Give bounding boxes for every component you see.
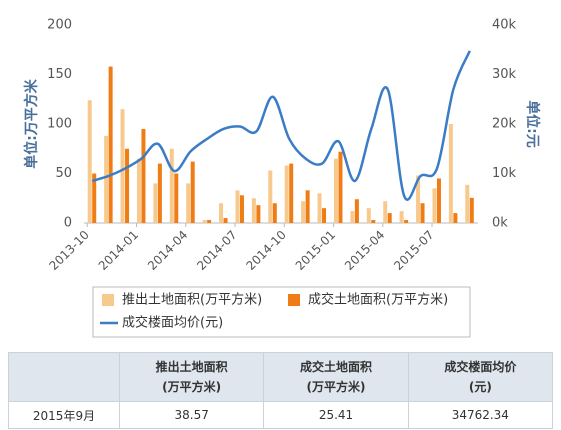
bar: [256, 205, 261, 223]
bar: [416, 175, 421, 223]
x-tick-label: 2014-01: [96, 228, 141, 273]
bar: [333, 158, 338, 223]
x-tick-label: 2014-07: [194, 228, 239, 273]
bar: [469, 197, 474, 223]
bar: [120, 109, 125, 223]
y2-tick-label: 30k: [492, 67, 517, 82]
cell: 2015年9月: [8, 401, 120, 429]
bar: [301, 201, 306, 223]
bar: [399, 211, 404, 223]
bar: [284, 165, 289, 223]
legend-swatch: [102, 294, 114, 306]
y2-tick-label: 10k: [492, 166, 517, 181]
header-cell: 成交楼面均价 (元): [407, 352, 554, 402]
bar: [92, 173, 97, 223]
y2-tick-label: 20k: [492, 117, 517, 132]
data-table: 推出土地面积 (万平方米) 成交土地面积 (万平方米) 成交楼面均价 (元) 2015年9月…: [8, 352, 554, 429]
bar: [87, 100, 92, 223]
bar: [354, 199, 359, 223]
header-cell: [8, 352, 120, 402]
line: [91, 50, 471, 201]
bar: [108, 66, 113, 223]
x-tick-label: 2013-10: [47, 228, 92, 273]
bar: [157, 163, 162, 223]
legend-label: 成交土地面积(万平方米): [308, 292, 448, 308]
bar: [223, 218, 228, 223]
bar: [305, 190, 310, 223]
cell: 25.41: [263, 401, 409, 429]
y2-tick-label: 40k: [492, 18, 517, 33]
bar: [207, 220, 212, 223]
y2-axis-label: 单位:元: [524, 100, 541, 148]
bar: [239, 195, 244, 223]
bar: [174, 173, 179, 223]
y-tick-label: 150: [47, 67, 72, 82]
bar: [219, 203, 224, 223]
bar: [338, 151, 343, 223]
bar: [289, 163, 294, 223]
bar: [448, 124, 453, 223]
bar: [235, 190, 240, 223]
legend-label: 成交楼面均价(元): [122, 315, 223, 331]
cell: 34762.34: [407, 401, 554, 429]
bar: [465, 184, 470, 223]
bar: [404, 220, 409, 223]
bar: [251, 198, 256, 223]
bar: [322, 208, 327, 223]
legend-label: 推出土地面积(万平方米): [122, 292, 262, 308]
bar: [366, 208, 371, 223]
header-text: (万平方米): [162, 380, 222, 394]
y-tick-label: 50: [55, 166, 72, 181]
y-tick-label: 100: [47, 117, 72, 132]
x-tick-label: 2015-01: [293, 228, 338, 273]
header-row: 推出土地面积 (万平方米) 成交土地面积 (万平方米) 成交楼面均价 (元): [8, 352, 554, 402]
bar: [169, 148, 174, 223]
bar: [383, 201, 388, 223]
bar: [436, 178, 441, 223]
bar: [350, 211, 355, 223]
y-tick-label: 0: [64, 216, 72, 231]
header-text: 成交楼面均价: [444, 360, 517, 374]
header-text: (元): [468, 380, 492, 394]
bar: [186, 183, 191, 223]
bar: [317, 193, 322, 223]
bar: [268, 170, 273, 223]
bar: [136, 158, 141, 223]
cell: 38.57: [118, 401, 265, 429]
bar: [125, 148, 130, 223]
bar: [432, 188, 437, 223]
bar: [272, 203, 277, 223]
x-tick-label: 2014-10: [244, 228, 289, 273]
data-row: 2015年9月 38.57 25.41 34762.34: [8, 401, 554, 429]
legend-box: [92, 286, 471, 338]
bar: [202, 220, 207, 223]
bar: [387, 213, 392, 223]
x-tick-label: 2015-07: [391, 228, 436, 273]
y-axis-label: 单位:万平方米: [23, 78, 40, 169]
y2-tick-label: 0k: [492, 216, 508, 231]
x-tick-label: 2015-04: [342, 228, 387, 273]
bar: [104, 135, 109, 223]
y-tick-label: 200: [47, 18, 72, 33]
header-cell: 成交土地面积 (万平方米): [263, 352, 409, 402]
header-text: (万平方米): [306, 380, 366, 394]
x-tick-label: 2014-04: [145, 228, 190, 273]
bar: [190, 161, 195, 223]
bar: [420, 203, 425, 223]
legend-swatch: [288, 294, 300, 306]
header-cell: 推出土地面积 (万平方米): [118, 352, 265, 402]
bar: [153, 183, 158, 223]
bar: [371, 220, 376, 223]
chart: 0 50 100 150 200 0k 10k 20k 30k 40k 单位:万平方米 单位:元 201…: [23, 18, 541, 338]
bar: [141, 128, 146, 223]
header-text: 推出土地面积: [155, 360, 228, 374]
header-text: 成交土地面积: [299, 360, 372, 374]
bar: [453, 213, 458, 223]
